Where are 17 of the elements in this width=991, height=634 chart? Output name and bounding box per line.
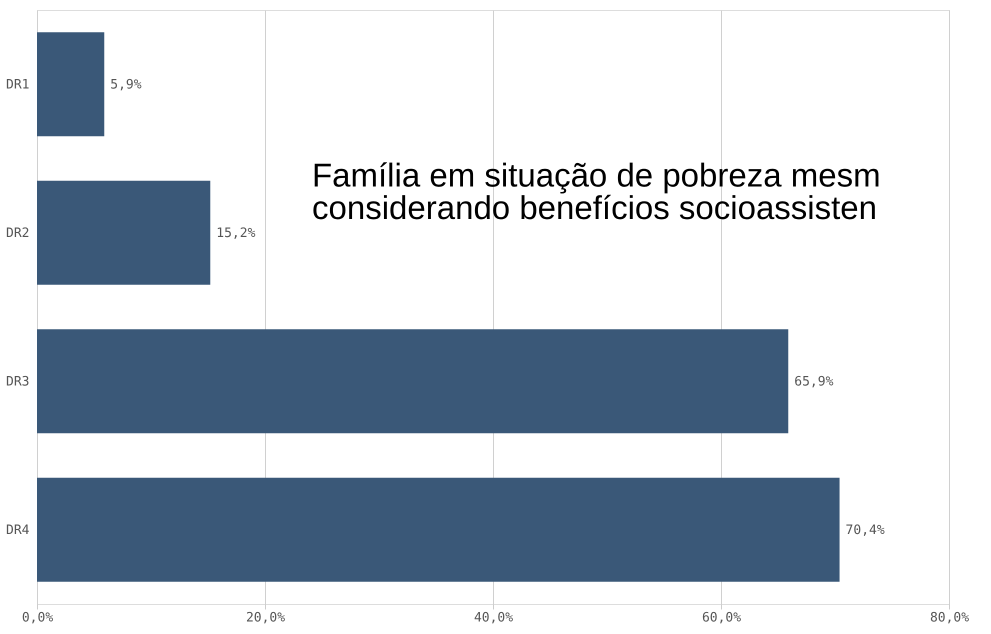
x-tick-label: 60,0%	[702, 610, 742, 626]
bar	[37, 329, 788, 434]
y-tick-label: DR2	[6, 226, 30, 241]
data-label: 15,2%	[216, 226, 256, 241]
bar	[37, 180, 210, 285]
y-tick-label: DR1	[6, 77, 30, 92]
x-tick-label: 20,0%	[246, 610, 286, 626]
x-tick-label: 40,0%	[474, 610, 514, 626]
y-tick-label: DR3	[6, 374, 30, 390]
y-tick-label: DR4	[6, 522, 30, 538]
bar	[37, 32, 104, 136]
data-label: 5,9%	[110, 77, 142, 92]
data-label: 70,4%	[846, 522, 885, 538]
x-tick-label: 80,0%	[930, 610, 970, 626]
data-label: 65,9%	[794, 374, 834, 390]
bar	[37, 478, 840, 582]
x-tick-label: 0,0%	[22, 610, 54, 626]
